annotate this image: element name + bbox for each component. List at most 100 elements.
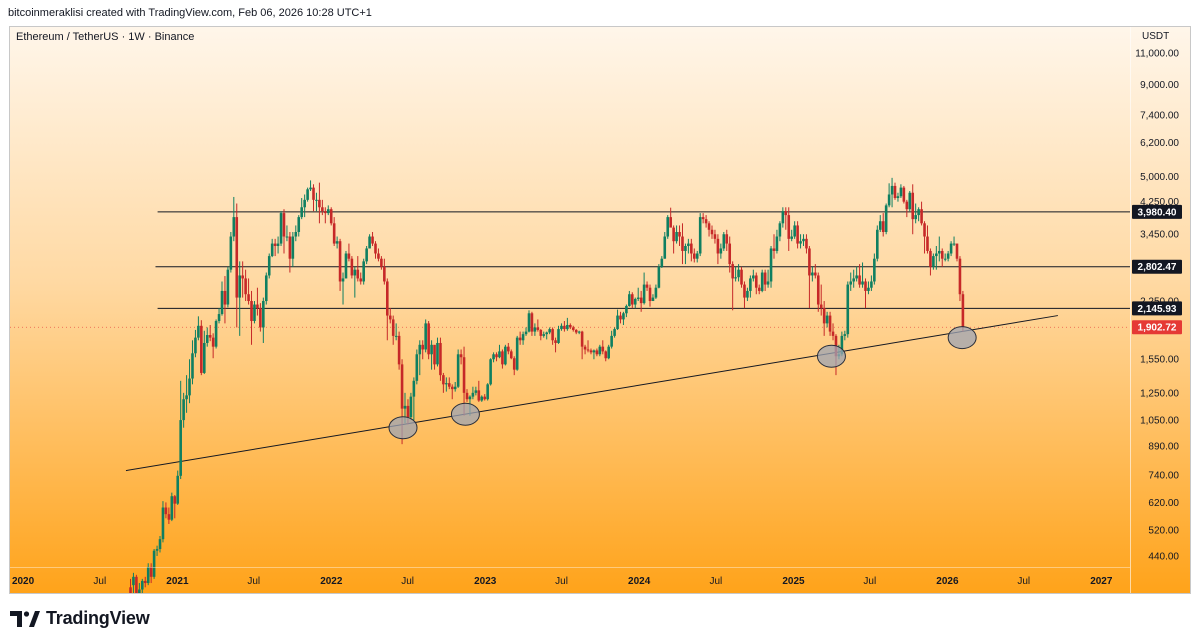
candle-body <box>527 313 531 332</box>
candle-body <box>849 281 853 285</box>
price-chart[interactable]: 11,000.00 9,000.00 7,400.00 6,200.00 5,000.0… <box>10 27 1190 593</box>
candle-body <box>244 278 247 295</box>
candle-body <box>961 294 965 328</box>
candle-body <box>884 205 888 232</box>
candle-body <box>760 272 764 291</box>
candle-body <box>359 278 363 282</box>
candle-body <box>651 297 655 302</box>
candle-body <box>864 281 867 291</box>
candle-body <box>681 236 684 251</box>
candle-body <box>870 281 873 288</box>
candle-body <box>276 243 280 246</box>
candle-body <box>489 359 492 385</box>
candle-body <box>241 275 244 279</box>
candle-body <box>365 248 368 262</box>
candle-body <box>223 290 227 305</box>
candle-body <box>607 346 610 359</box>
candle-body <box>805 238 808 249</box>
candle-body <box>698 217 702 254</box>
footer: TradingView <box>0 596 1199 643</box>
tradingview-logo[interactable]: TradingView <box>10 608 150 629</box>
candle-body <box>315 199 318 201</box>
candle-body <box>267 256 271 276</box>
y-tick-label: 4,250.00 <box>1140 197 1179 208</box>
y-tick-label: 9,000.00 <box>1140 80 1179 91</box>
candle-body <box>840 335 844 355</box>
candle-body <box>636 297 640 299</box>
candle-body <box>394 335 398 337</box>
candle-body <box>843 334 847 336</box>
candle-body <box>486 384 489 400</box>
y-tick-label: 11,000.00 <box>1135 49 1179 60</box>
candle-body <box>746 290 749 298</box>
candle-body <box>135 576 138 593</box>
candle-body <box>442 375 445 385</box>
candle-body <box>769 248 773 282</box>
candle-body <box>554 340 557 343</box>
candle-body <box>321 207 324 212</box>
y-tick-label: 740.00 <box>1148 470 1179 481</box>
candle-body <box>191 353 194 379</box>
candle-body <box>752 275 755 279</box>
candle-body <box>200 325 203 373</box>
candle-body <box>129 587 132 593</box>
candle-body <box>211 337 215 347</box>
candle-body <box>563 325 566 330</box>
y-tick-label: 1,050.00 <box>1140 416 1179 427</box>
chart-background <box>10 27 1190 593</box>
candle-body <box>194 337 197 354</box>
candle-body <box>619 315 622 320</box>
candle-body <box>867 287 870 291</box>
candle-body <box>858 275 861 285</box>
candle-body <box>926 236 929 251</box>
candle-body <box>923 223 926 237</box>
y-tick-label: 6,200.00 <box>1140 138 1179 149</box>
candle-body <box>152 550 156 577</box>
candle-body <box>350 258 354 276</box>
candle-body <box>749 278 752 291</box>
candle-body <box>164 507 168 515</box>
candle-body <box>318 199 321 208</box>
candle-body <box>182 399 185 421</box>
x-tick-label: 2020 <box>12 576 35 587</box>
level-price-label: 2,802.47 <box>1138 262 1177 273</box>
candle-body <box>949 243 953 254</box>
candle-body <box>905 201 909 210</box>
x-tick-label: 2023 <box>474 576 497 587</box>
touch-highlight-3 <box>816 344 846 368</box>
candle-body <box>459 354 463 358</box>
candle-body <box>288 236 292 259</box>
y-tick-label: 890.00 <box>1148 441 1179 452</box>
candle-body <box>253 304 256 321</box>
currency-label: USDT <box>1142 31 1170 42</box>
candle-body <box>601 346 605 352</box>
symbol-title: Ethereum / TetherUS · 1W · Binance <box>16 31 195 43</box>
candle-body <box>418 344 422 355</box>
candle-body <box>155 549 159 551</box>
candle-body <box>675 231 678 242</box>
candle-body <box>338 241 342 282</box>
candle-body <box>929 250 932 267</box>
candle-body <box>521 334 525 341</box>
candle-body <box>545 332 548 335</box>
attribution-bar: bitcoinmeraklisi created with TradingVie… <box>0 0 1199 26</box>
candle-body <box>583 346 587 350</box>
candle-body <box>512 358 516 370</box>
candle-body <box>483 396 487 400</box>
candle-body <box>914 215 917 220</box>
touch-highlight-4 <box>947 326 977 350</box>
candle-body <box>911 192 915 220</box>
touch-highlight-1 <box>388 416 418 440</box>
candle-body <box>518 337 522 341</box>
candle-body <box>406 405 410 418</box>
candle-body <box>495 354 498 358</box>
candle-body <box>625 305 628 314</box>
candle-body <box>208 335 212 338</box>
candle-body <box>740 269 743 285</box>
candle-body <box>433 344 436 365</box>
candle-body <box>170 496 174 520</box>
candle-body <box>695 253 699 259</box>
candle-body <box>657 266 661 288</box>
candle-body <box>775 236 779 251</box>
level-price-label: 2,145.93 <box>1138 304 1177 315</box>
